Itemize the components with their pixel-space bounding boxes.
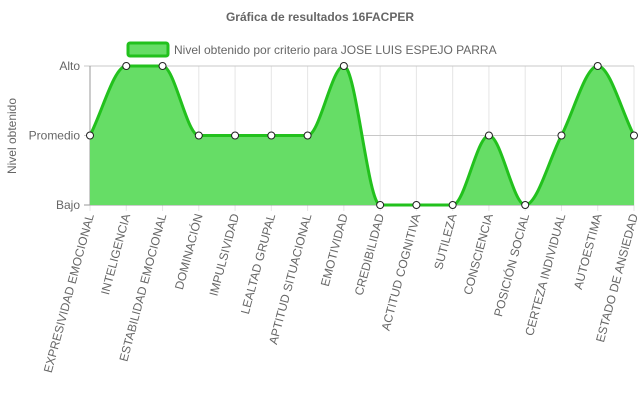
data-point[interactable] — [267, 131, 276, 140]
y-tick-labels: Bajo Promedio Alto — [29, 59, 81, 212]
data-point[interactable] — [630, 131, 638, 140]
data-point[interactable] — [484, 131, 493, 140]
x-tick-label: IMPULSIVIDAD — [207, 212, 243, 298]
data-point[interactable] — [557, 131, 566, 140]
data-point[interactable] — [86, 131, 94, 140]
data-point[interactable] — [448, 201, 457, 209]
data-point[interactable] — [339, 62, 348, 70]
data-point[interactable] — [521, 201, 530, 209]
x-tick-label: EMOTIVIDAD — [318, 212, 351, 288]
x-tick-label: CERTEZA INDIVIDUAL — [522, 212, 568, 337]
x-tick-label: DOMINACIÓN — [171, 212, 206, 291]
data-point[interactable] — [158, 62, 167, 70]
x-tick-label: CONSCIENCIA — [461, 212, 496, 296]
data-point[interactable] — [303, 131, 312, 140]
data-point[interactable] — [231, 131, 240, 140]
data-point[interactable] — [412, 201, 421, 209]
x-tick-label: INTELIGENCIA — [98, 212, 133, 296]
x-tick-label: AUTOESTIMA — [571, 212, 605, 291]
series-line — [88, 64, 636, 207]
legend-label: Nivel obtenido por criterio para JOSE LU… — [174, 43, 497, 57]
data-point[interactable] — [194, 131, 203, 140]
x-tick-label: CREDIBILIDAD — [352, 212, 387, 297]
x-tick-labels: EXPRESIVIDAD EMOCIONAL INTELIGENCIAESTABI… — [41, 212, 639, 375]
y-axis-title: Nivel obtenido — [5, 98, 19, 174]
data-point[interactable] — [122, 62, 131, 70]
y-tick-label: Alto — [59, 59, 80, 73]
series-area — [88, 64, 636, 207]
x-tick-label: SUTILEZA — [431, 212, 459, 271]
chart-title: Gráfica de resultados 16FACPER — [226, 10, 414, 24]
series-points — [86, 62, 638, 209]
x-tick-label: ACTITUD COGNITIVA — [379, 212, 424, 332]
y-tick-label: Promedio — [29, 129, 81, 143]
legend[interactable]: Nivel obtenido por criterio para JOSE LU… — [126, 41, 497, 58]
legend-swatch — [126, 41, 170, 58]
y-tick-label: Bajo — [56, 198, 80, 212]
data-point[interactable] — [593, 62, 602, 70]
x-tick-label: POSICIÓN SOCIAL — [490, 212, 532, 319]
data-point[interactable] — [376, 201, 385, 209]
x-tick-label: EXPRESIVIDAD EMOCIONAL — [41, 212, 97, 374]
x-tick-label: LEALTAD GRUPAL — [238, 212, 278, 316]
